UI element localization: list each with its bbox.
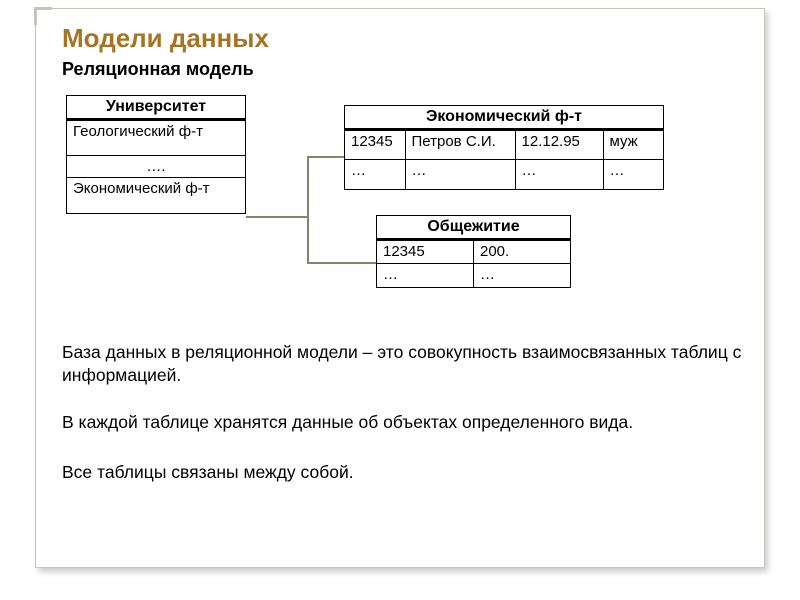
table-header: Общежитие — [377, 216, 571, 240]
slide-title: Модели данных — [62, 23, 269, 54]
table-cell: … — [377, 264, 474, 288]
table-cell: 12.12.95 — [515, 130, 603, 160]
paragraph-2: В каждой таблице хранятся данные об объе… — [62, 411, 742, 434]
table-cell: муж — [603, 130, 664, 160]
table-cell: Петров С.И. — [405, 130, 515, 160]
table-cell: … — [474, 264, 571, 288]
table-cell: … — [345, 160, 406, 190]
table-cell: Экономический ф-т — [67, 178, 246, 214]
table-university: Университет Геологический ф-т …. Экономи… — [66, 95, 246, 214]
table-cell: 12345 — [377, 240, 474, 264]
paragraph-3: Все таблицы связаны между собой. — [62, 461, 742, 484]
corner-decoration — [34, 7, 52, 25]
slide-frame: Модели данных Реляционная модель Универс… — [35, 8, 765, 568]
table-cell: 200. — [474, 240, 571, 264]
diagram-area: Университет Геологический ф-т …. Экономи… — [62, 95, 742, 325]
slide-subtitle: Реляционная модель — [62, 59, 254, 80]
table-economic-faculty: Экономический ф-т 12345 Петров С.И. 12.1… — [344, 105, 664, 190]
table-dormitory: Общежитие 12345 200. … … — [376, 215, 571, 288]
paragraph-1: База данных в реляционной модели – это с… — [62, 341, 742, 387]
table-header: Университет — [67, 96, 246, 120]
table-cell: 12345 — [345, 130, 406, 160]
table-cell: …. — [67, 156, 246, 178]
table-cell: … — [405, 160, 515, 190]
table-cell: … — [603, 160, 664, 190]
table-cell: … — [515, 160, 603, 190]
table-header: Экономический ф-т — [345, 106, 664, 130]
table-cell: Геологический ф-т — [67, 120, 246, 156]
